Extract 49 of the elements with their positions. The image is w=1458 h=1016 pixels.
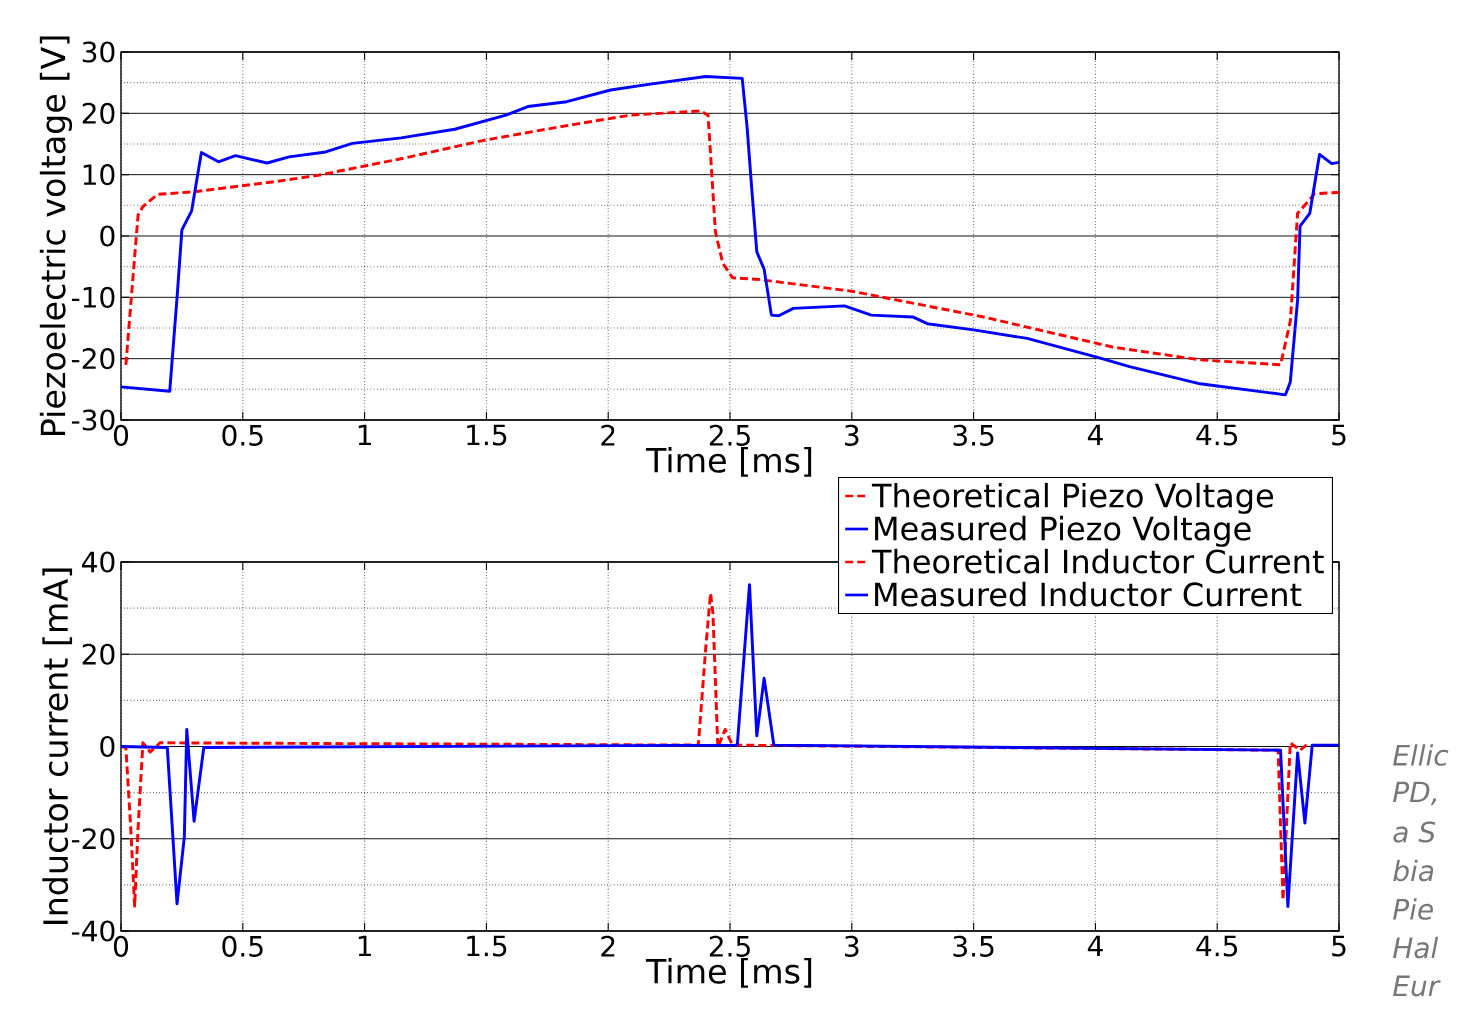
x-tick-label: 1.5 xyxy=(467,935,507,957)
x-tick-label: 2.5 xyxy=(709,935,750,957)
x-tick-label: 3.5 xyxy=(953,935,994,957)
x-tick-label: 2 xyxy=(601,424,615,446)
y-tick-label: 10 xyxy=(83,164,115,186)
x-axis-title: Time [ms] xyxy=(645,958,812,988)
text: Measured Piezo Voltage xyxy=(875,515,1251,547)
text: Ellic xyxy=(1393,744,1449,766)
x-tick-label: 4 xyxy=(1087,935,1103,957)
text: Pie xyxy=(1393,898,1433,920)
text: Hal xyxy=(1393,936,1439,959)
x-tick-label: 0.5 xyxy=(222,935,263,957)
x-tick-label: 2 xyxy=(601,935,615,957)
x-tick-label: 5 xyxy=(1332,935,1346,957)
x-tick-label: 1.5 xyxy=(467,424,507,446)
x-tick-label: 4.5 xyxy=(1196,935,1238,957)
x-tick-label: 5 xyxy=(1332,424,1346,446)
text: Eur xyxy=(1393,975,1441,997)
y-tick-label: -20 xyxy=(71,828,115,850)
y-tick-label: 0 xyxy=(100,735,115,758)
x-tick-label: 3 xyxy=(845,935,859,957)
text: a S xyxy=(1393,821,1436,843)
x-tick-label: 1 xyxy=(358,935,371,957)
y-tick-label: -20 xyxy=(71,348,115,370)
text: Theoretical Piezo Voltage xyxy=(871,482,1274,514)
y-tick-label: -40 xyxy=(71,920,115,942)
x-tick-label: 2.5 xyxy=(709,424,750,446)
x-tick-label: 3 xyxy=(845,424,859,446)
y-tick-label: 20 xyxy=(82,643,115,665)
y-tick-label: 30 xyxy=(82,41,115,63)
y-axis-title: Inductor current [mA] xyxy=(42,568,73,924)
text: bia xyxy=(1393,859,1434,882)
y-tick-label: 0 xyxy=(100,225,115,247)
x-tick-label: 4 xyxy=(1087,424,1103,446)
x-axis-title: Time [ms] xyxy=(645,447,812,477)
x-tick-label: 0.5 xyxy=(222,424,263,446)
y-tick-label: 20 xyxy=(82,102,115,124)
line-series xyxy=(124,109,1341,367)
x-tick-label: 1 xyxy=(358,424,371,446)
legend-label: Theoretical Inductor Current xyxy=(871,548,1324,574)
x-tick-label: 3.5 xyxy=(953,424,994,446)
y-tick-label: -10 xyxy=(71,286,115,308)
line-series xyxy=(119,75,1341,397)
y-axis-title: Piezoelectric voltage [V] xyxy=(39,36,73,435)
x-tick-label: 4.5 xyxy=(1196,424,1238,446)
y-tick-label: -30 xyxy=(71,409,115,431)
text: PD, xyxy=(1393,781,1437,806)
legend-label: Measured Inductor Current xyxy=(875,581,1302,607)
y-tick-label: 40 xyxy=(82,551,115,573)
